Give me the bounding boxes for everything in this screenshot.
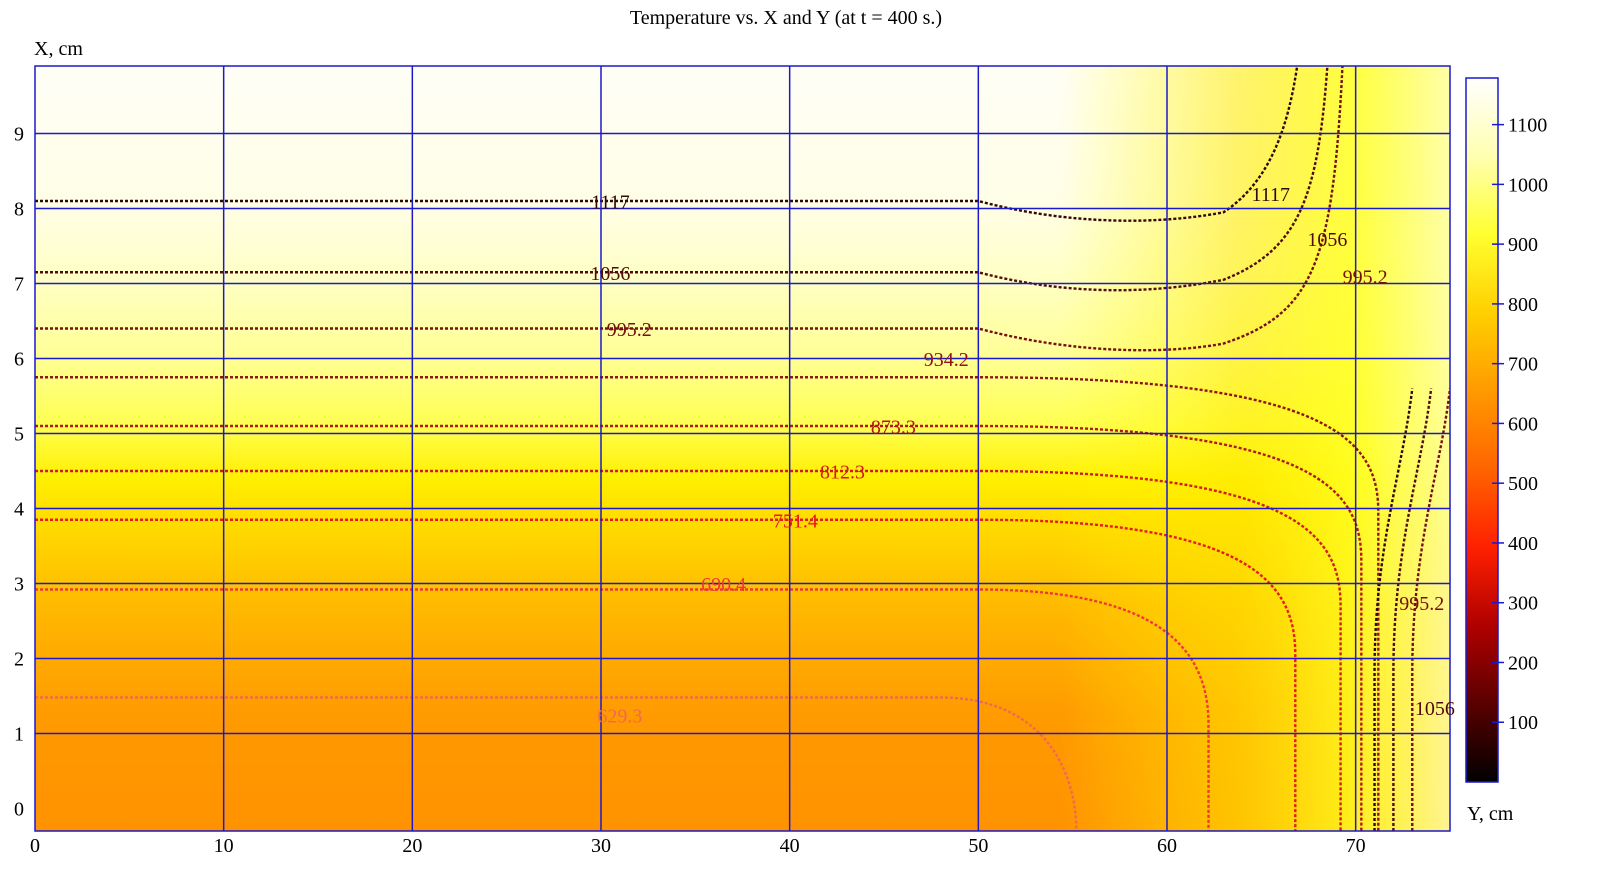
contour-label: 873.3	[871, 417, 916, 439]
colorbar-tick-label: 100	[1508, 712, 1538, 734]
contour-label: 751.4	[773, 510, 818, 532]
contour-line	[1411, 388, 1450, 831]
contour-label: 934.2	[924, 349, 969, 371]
y-tick-label: 6	[14, 349, 24, 371]
x-tick-label: 10	[214, 835, 234, 857]
x-tick-label: 20	[402, 835, 422, 857]
contour-line	[35, 588, 1210, 831]
colorbar-tick-label: 1100	[1508, 115, 1547, 137]
contour-line	[35, 518, 1297, 831]
y-tick-label: 2	[14, 649, 24, 671]
temperature-field-right-region	[1060, 66, 1450, 831]
colorbar-tick-label: 200	[1508, 652, 1538, 674]
contour-line	[1392, 388, 1433, 831]
colorbar-tick-label: 500	[1508, 473, 1538, 495]
x-tick-label: 30	[591, 835, 611, 857]
y-tick-label: 5	[14, 424, 24, 446]
contour-label: 1056	[1415, 698, 1455, 720]
contour-label: 995.2	[1343, 267, 1388, 289]
contour-line	[35, 66, 1299, 222]
contour-line	[35, 66, 1329, 292]
colorbar-gradient	[1465, 77, 1499, 783]
colorbar-tick-label: 400	[1508, 533, 1538, 555]
x-tick-labels: 0 10 20 30 40 50 60 70	[30, 835, 1366, 857]
contour-line	[35, 376, 1380, 831]
contour-label: 690.4	[701, 574, 746, 596]
contour-label: 995.2	[1399, 593, 1444, 615]
plot-frame	[34, 65, 1451, 832]
x-tick-label: 60	[1157, 835, 1177, 857]
x-tick-label: 0	[30, 835, 40, 857]
colorbar-tick-label: 600	[1508, 413, 1538, 435]
colorbar-tick-label: 700	[1508, 354, 1538, 376]
contour-line	[1373, 388, 1414, 831]
contour-line	[35, 424, 1363, 831]
y-tick-label: 7	[14, 274, 24, 296]
contour-label: 629.3	[597, 705, 642, 727]
contour-label: 1056	[1307, 229, 1347, 251]
y-tick-label: 9	[14, 124, 24, 146]
contour-label: 812.3	[820, 462, 865, 484]
colorbar-tick-label: 800	[1508, 294, 1538, 316]
contour-labels: 629.3 690.4 751.4 812.3 873.3 934.2 995.2 1056 1…	[590, 184, 1454, 727]
plot-area: 629.3690.4751.4812.3873.3934.2995.210561…	[14, 65, 1455, 857]
y-tick-label: 4	[14, 499, 24, 521]
y-tick-label: 1	[14, 724, 24, 746]
colorbar-tick-labels: 100 200 300 400 500 600 700 800 900 1000 1100	[1492, 115, 1548, 734]
y-tick-labels: 0 1 2 3 4 5 6 7 8 9	[14, 124, 24, 821]
contour-line	[35, 696, 1078, 831]
contour-line	[35, 66, 1344, 352]
colorbar-tick-label: 900	[1508, 234, 1538, 256]
x-tick-label: 70	[1346, 835, 1366, 857]
contour-label: 1117	[591, 192, 630, 214]
grid-lines	[35, 66, 1450, 831]
colorbar-tick-label: 1000	[1508, 174, 1548, 196]
y-axis-label: X, cm	[34, 38, 83, 60]
colorbar-tick-label: 300	[1508, 593, 1538, 615]
x-tick-label: 40	[780, 835, 800, 857]
chart-title: Temperature vs. X and Y (at t = 400 s.)	[630, 7, 942, 29]
contour-line	[35, 469, 1342, 831]
y-tick-label: 3	[14, 574, 24, 596]
contour-lines	[35, 66, 1450, 831]
y-tick-label: 0	[14, 799, 24, 821]
contour-label: 1056	[590, 263, 630, 285]
x-tick-label: 50	[968, 835, 988, 857]
colorbar: 100 200 300 400 500 600 700 800 900 1000 1100	[1465, 77, 1548, 783]
y-tick-label: 8	[14, 199, 24, 221]
contour-label: 1117	[1252, 184, 1291, 206]
contour-label: 995.2	[607, 319, 652, 341]
x-axis-label: Y, cm	[1467, 803, 1514, 825]
